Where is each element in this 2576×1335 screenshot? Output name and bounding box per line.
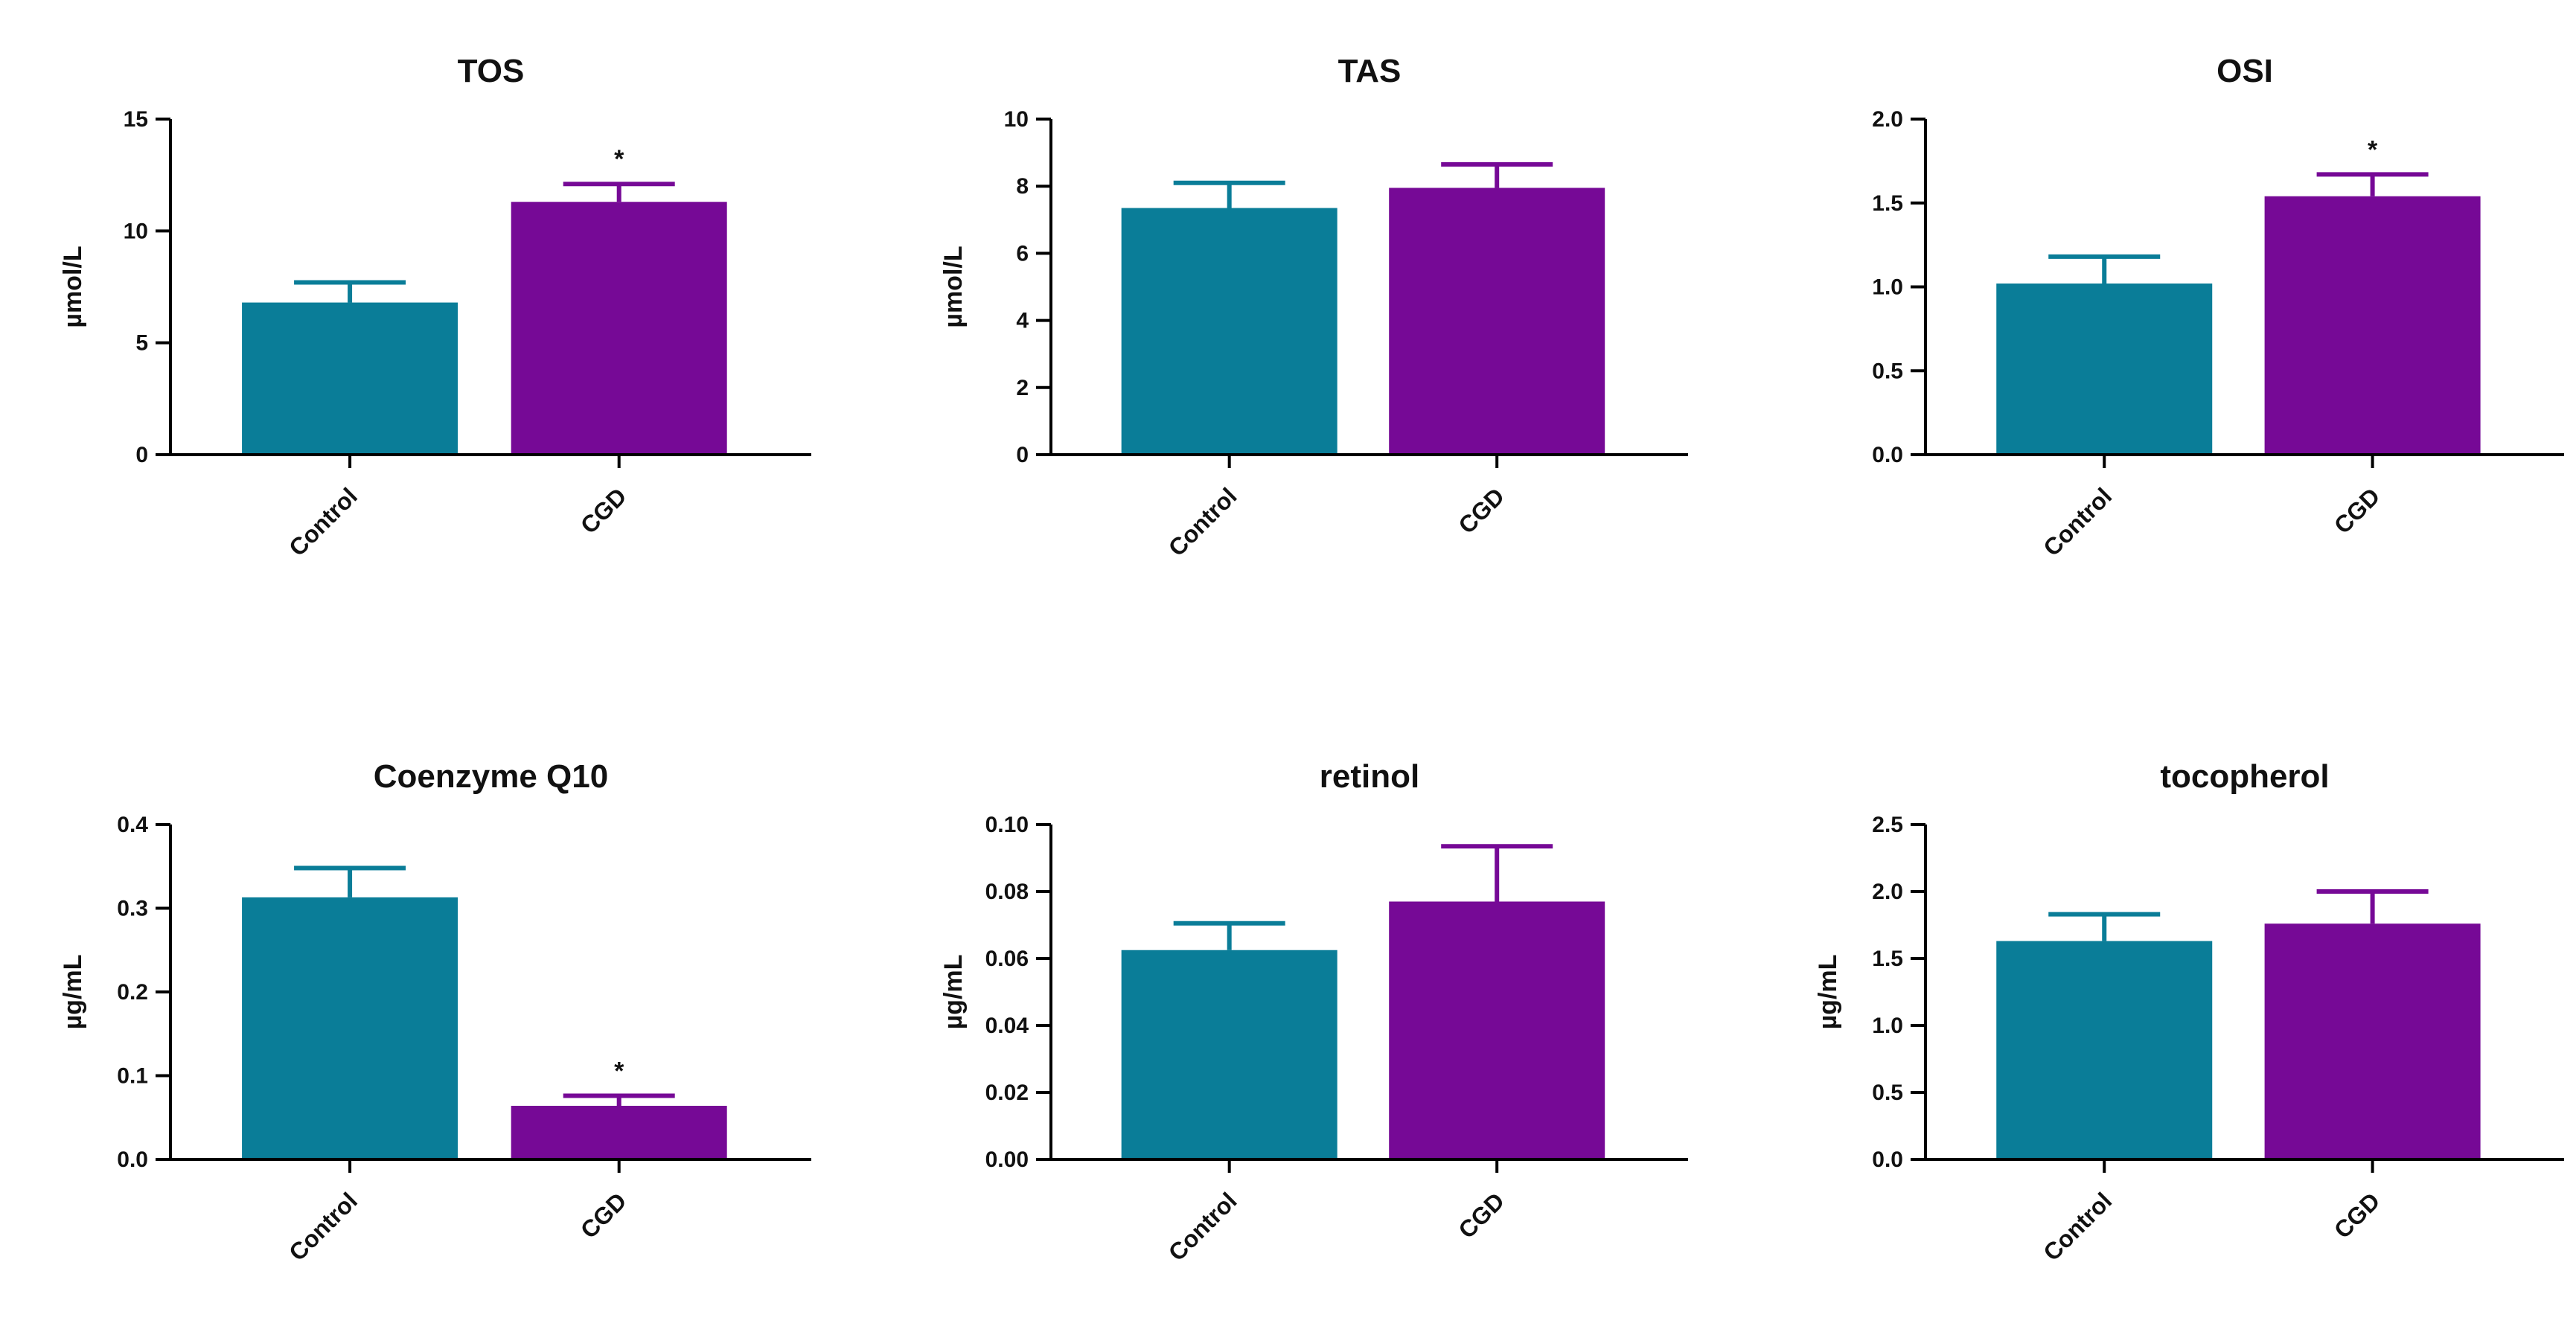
y-tick-label: 2.0 <box>1872 880 1903 904</box>
chart-title: Coenzyme Q10 <box>374 758 608 795</box>
y-tick-label: 0.4 <box>117 813 148 837</box>
bar-cgd <box>511 1106 727 1159</box>
y-axis-label: µg/mL <box>939 955 968 1030</box>
category-label: Control <box>1163 1187 1242 1266</box>
category-label: Control <box>2038 482 2117 561</box>
y-tick-label: 1.0 <box>1872 1014 1903 1038</box>
bar-cgd <box>2264 196 2481 455</box>
chart-panel-4: Coenzyme Q10 µg/mL Control * CGD 0.0 0.1 0.2 0.3… <box>59 758 811 1266</box>
y-tick-label: 0.3 <box>117 897 148 921</box>
bar-cgd <box>1389 188 1605 455</box>
bar-cgd <box>1389 901 1605 1159</box>
y-tick-label: 0.10 <box>985 813 1029 837</box>
y-tick-label: 0.04 <box>985 1014 1029 1038</box>
chart-panel-2: TAS µmol/L Control CGD 0 2 4 6 8 10 <box>939 53 1688 561</box>
y-tick-label: 0.08 <box>985 880 1029 904</box>
y-axis-label: µmol/L <box>59 246 87 327</box>
chart-title: tocopherol <box>2160 758 2329 795</box>
y-tick-label: 6 <box>1016 241 1029 266</box>
y-tick-label: 2 <box>1016 376 1029 400</box>
chart-panel-5: retinol µg/mL Control CGD 0.00 0.02 0.04 0.06 0.… <box>939 758 1688 1266</box>
y-tick-label: 0.0 <box>117 1147 148 1172</box>
category-label: CGD <box>1453 482 1509 539</box>
y-tick-label: 0.5 <box>1872 1081 1903 1105</box>
y-tick-label: 0.2 <box>117 980 148 1005</box>
bar-control <box>242 302 458 455</box>
y-tick-label: 0.1 <box>117 1064 148 1089</box>
category-label: Control <box>284 1187 362 1266</box>
y-tick-label: 8 <box>1016 174 1029 199</box>
y-tick-label: 0.02 <box>985 1081 1029 1105</box>
chart-panel-3: OSI Control * CGD 0.0 0.5 1.0 1.5 2.0 <box>1872 53 2564 561</box>
category-label: Control <box>284 482 362 561</box>
bar-cgd <box>511 202 727 455</box>
bar-control <box>1121 208 1337 455</box>
y-tick-label: 1.5 <box>1872 191 1903 216</box>
chart-title: OSI <box>2217 53 2273 89</box>
category-label: CGD <box>575 1187 632 1243</box>
y-tick-label: 1.5 <box>1872 947 1903 971</box>
chart-panel-1: TOS µmol/L Control * CGD 0 5 10 15 <box>59 53 811 561</box>
significance-marker: * <box>2368 135 2378 164</box>
y-tick-label: 4 <box>1016 309 1029 333</box>
y-tick-label: 15 <box>124 107 148 132</box>
category-label: CGD <box>575 482 632 539</box>
y-tick-label: 0.06 <box>985 947 1029 971</box>
y-tick-label: 0.5 <box>1872 359 1903 383</box>
bar-cgd <box>2264 923 2481 1159</box>
category-label: CGD <box>2329 1187 2385 1243</box>
y-axis-label: µmol/L <box>939 246 968 327</box>
category-label: Control <box>2038 1187 2117 1266</box>
bar-control <box>1996 941 2213 1159</box>
y-tick-label: 0 <box>135 443 148 467</box>
category-label: CGD <box>2329 482 2385 539</box>
y-tick-label: 1.0 <box>1872 275 1903 300</box>
chart-title: TOS <box>458 53 525 89</box>
y-tick-label: 5 <box>135 331 148 356</box>
y-axis-label: µg/mL <box>1814 955 1842 1030</box>
category-label: CGD <box>1453 1187 1509 1243</box>
chart-title: retinol <box>1320 758 1419 795</box>
y-tick-label: 2.5 <box>1872 813 1903 837</box>
y-tick-label: 2.0 <box>1872 107 1903 132</box>
chart-title: TAS <box>1338 53 1402 89</box>
y-tick-label: 0.0 <box>1872 1147 1903 1172</box>
bar-control <box>1996 283 2213 455</box>
significance-marker: * <box>614 145 624 173</box>
bar-control <box>1121 950 1337 1159</box>
y-tick-label: 10 <box>124 219 148 243</box>
category-label: Control <box>1163 482 1242 561</box>
y-tick-label: 0.00 <box>985 1147 1029 1172</box>
significance-marker: * <box>614 1057 624 1086</box>
chart-panel-6: tocopherol µg/mL Control CGD 0.0 0.5 1.0 1.5 2.0… <box>1814 758 2564 1266</box>
y-axis-label: µg/mL <box>59 955 87 1030</box>
y-tick-label: 10 <box>1004 107 1029 132</box>
y-tick-label: 0.0 <box>1872 443 1903 467</box>
y-tick-label: 0 <box>1016 443 1029 467</box>
bar-control <box>242 897 458 1159</box>
